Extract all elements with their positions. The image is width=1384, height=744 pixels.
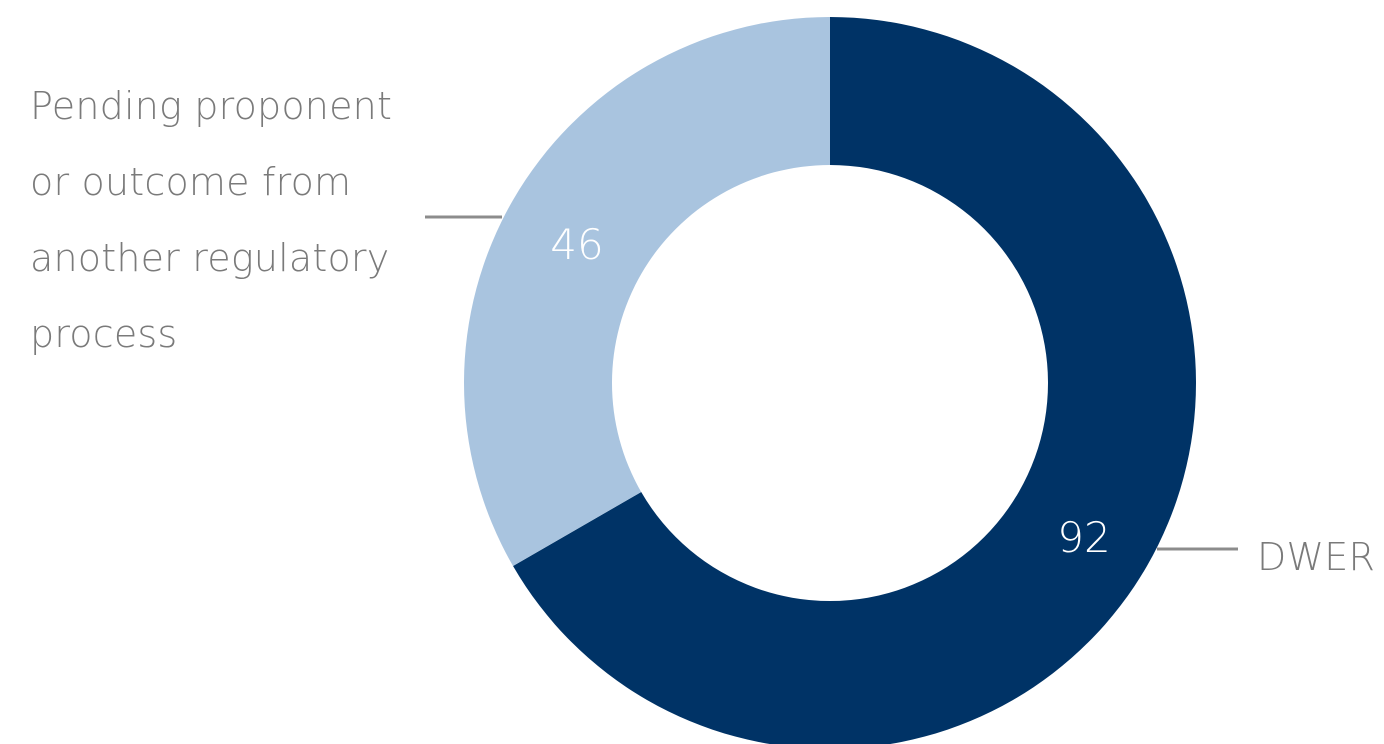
category-label-pending: Pending proponent or outcome from anothe… — [30, 84, 393, 356]
slice-pending — [464, 17, 830, 566]
value-label-pending: 46 — [550, 220, 603, 269]
category-label-dwer: DWER — [1257, 535, 1376, 579]
slice-dwer — [513, 17, 1196, 744]
value-label-dwer: 92 — [1057, 513, 1110, 562]
